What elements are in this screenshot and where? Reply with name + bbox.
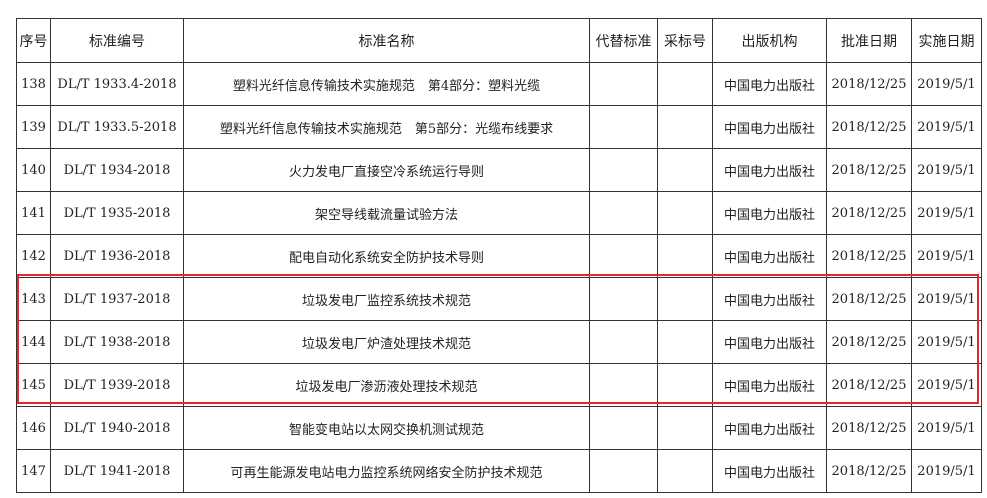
column-header: 出版机构: [712, 18, 827, 63]
cell-approved: 2018/12/25: [826, 234, 912, 278]
cell-effective: 2019/5/1: [911, 363, 982, 407]
cell-code: DL/T 1937-2018: [50, 277, 184, 321]
cell-code: DL/T 1935-2018: [50, 191, 184, 235]
table-row: 138 DL/T 1933.4-2018 塑料光纤信息传输技术实施规范 第4部分：塑…: [16, 62, 982, 106]
empty-cell: [589, 191, 658, 235]
cell-approved: 2018/12/25: [826, 277, 912, 321]
cell-code: DL/T 1933.5-2018: [50, 105, 184, 149]
cell-name: 塑料光纤信息传输技术实施规范 第4部分：塑料光缆: [183, 62, 590, 106]
table-row: 146 DL/T 1940-2018 智能变电站以太网交换机测试规范 中国电力出版社 2…: [16, 406, 982, 450]
cell-code: DL/T 1936-2018: [50, 234, 184, 278]
column-header: 实施日期: [911, 18, 982, 63]
empty-cell: [589, 62, 658, 106]
empty-cell: [589, 234, 658, 278]
cell-name: 火力发电厂直接空冷系统运行导则: [183, 148, 590, 192]
table-row: 141 DL/T 1935-2018 架空导线载流量试验方法 中国电力出版社 2018/…: [16, 191, 982, 235]
empty-cell: [589, 406, 658, 450]
column-header: 序号: [16, 18, 51, 63]
cell-effective: 2019/5/1: [911, 234, 982, 278]
empty-cell: [657, 191, 713, 235]
empty-cell: [657, 105, 713, 149]
column-header: 标准编号: [50, 18, 184, 63]
cell-code: DL/T 1934-2018: [50, 148, 184, 192]
cell-name: 垃圾发电厂监控系统技术规范: [183, 277, 590, 321]
cell-effective: 2019/5/1: [911, 105, 982, 149]
table-row: 147 DL/T 1941-2018 可再生能源发电站电力监控系统网络安全防护技术规…: [16, 449, 982, 493]
cell-effective: 2019/5/1: [911, 62, 982, 106]
cell-name: 塑料光纤信息传输技术实施规范 第5部分：光缆布线要求: [183, 105, 590, 149]
empty-cell: [589, 105, 658, 149]
empty-cell: [589, 363, 658, 407]
cell-publisher: 中国电力出版社: [712, 406, 827, 450]
cell-effective: 2019/5/1: [911, 277, 982, 321]
empty-cell: [657, 277, 713, 321]
table-row: 140 DL/T 1934-2018 火力发电厂直接空冷系统运行导则 中国电力出版社 2…: [16, 148, 982, 192]
cell-publisher: 中国电力出版社: [712, 234, 827, 278]
cell-effective: 2019/5/1: [911, 191, 982, 235]
cell-no: 146: [16, 406, 51, 450]
empty-cell: [589, 148, 658, 192]
cell-no: 138: [16, 62, 51, 106]
table-row: 142 DL/T 1936-2018 配电自动化系统安全防护技术导则 中国电力出版社 2…: [16, 234, 982, 278]
column-header: 采标号: [657, 18, 713, 63]
column-header: 标准名称: [183, 18, 590, 63]
cell-approved: 2018/12/25: [826, 62, 912, 106]
column-header: 代替标准: [589, 18, 658, 63]
red-highlight-box: [17, 274, 979, 404]
cell-publisher: 中国电力出版社: [712, 191, 827, 235]
cell-code: DL/T 1940-2018: [50, 406, 184, 450]
cell-publisher: 中国电力出版社: [712, 277, 827, 321]
standards-table: 序号 标准编号 标准名称 代替标准 采标号 出版机构 批准日期 实施日期 138 DL/T 19…: [16, 18, 982, 493]
cell-approved: 2018/12/25: [826, 320, 912, 364]
cell-publisher: 中国电力出版社: [712, 148, 827, 192]
cell-name: 配电自动化系统安全防护技术导则: [183, 234, 590, 278]
cell-name: 智能变电站以太网交换机测试规范: [183, 406, 590, 450]
empty-cell: [589, 449, 658, 493]
cell-approved: 2018/12/25: [826, 191, 912, 235]
cell-approved: 2018/12/25: [826, 449, 912, 493]
table-body: 138 DL/T 1933.4-2018 塑料光纤信息传输技术实施规范 第4部分：塑…: [16, 62, 982, 493]
cell-no: 147: [16, 449, 51, 493]
cell-code: DL/T 1941-2018: [50, 449, 184, 493]
cell-approved: 2018/12/25: [826, 148, 912, 192]
cell-effective: 2019/5/1: [911, 320, 982, 364]
empty-cell: [589, 320, 658, 364]
cell-effective: 2019/5/1: [911, 148, 982, 192]
table-row: 145 DL/T 1939-2018 垃圾发电厂渗沥液处理技术规范 中国电力出版社 20…: [16, 363, 982, 407]
cell-code: DL/T 1938-2018: [50, 320, 184, 364]
cell-no: 140: [16, 148, 51, 192]
cell-publisher: 中国电力出版社: [712, 449, 827, 493]
cell-name: 架空导线载流量试验方法: [183, 191, 590, 235]
cell-effective: 2019/5/1: [911, 406, 982, 450]
column-header: 批准日期: [826, 18, 912, 63]
cell-effective: 2019/5/1: [911, 449, 982, 493]
empty-cell: [657, 148, 713, 192]
cell-no: 141: [16, 191, 51, 235]
table-row: 139 DL/T 1933.5-2018 塑料光纤信息传输技术实施规范 第5部分：光…: [16, 105, 982, 149]
cell-publisher: 中国电力出版社: [712, 62, 827, 106]
cell-no: 139: [16, 105, 51, 149]
cell-publisher: 中国电力出版社: [712, 105, 827, 149]
cell-approved: 2018/12/25: [826, 105, 912, 149]
cell-name: 可再生能源发电站电力监控系统网络安全防护技术规范: [183, 449, 590, 493]
empty-cell: [657, 449, 713, 493]
empty-cell: [657, 406, 713, 450]
empty-cell: [657, 234, 713, 278]
empty-cell: [657, 62, 713, 106]
header-row: 序号 标准编号 标准名称 代替标准 采标号 出版机构 批准日期 实施日期: [16, 18, 982, 63]
cell-no: 142: [16, 234, 51, 278]
cell-approved: 2018/12/25: [826, 406, 912, 450]
cell-code: DL/T 1933.4-2018: [50, 62, 184, 106]
cell-publisher: 中国电力出版社: [712, 363, 827, 407]
